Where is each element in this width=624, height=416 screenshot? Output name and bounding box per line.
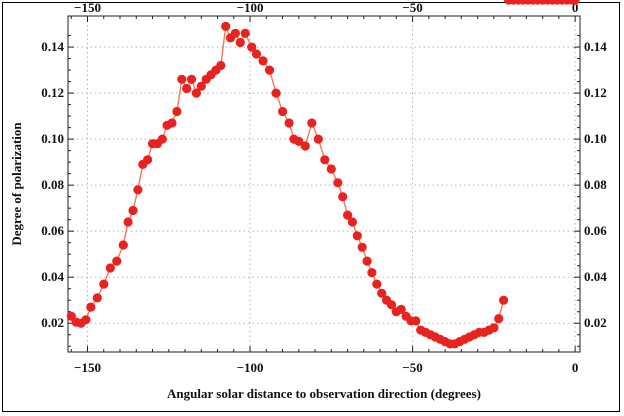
x-tick-label: −100 (237, 360, 264, 375)
data-point (271, 88, 281, 98)
point-layer (66, 0, 580, 349)
y-tick-label-right: 0.08 (584, 177, 607, 192)
data-point (300, 141, 310, 151)
data-point (251, 49, 262, 59)
data-point (81, 315, 91, 325)
y-axis-label: Degree of polarization (9, 122, 24, 246)
data-point (372, 279, 382, 289)
y-tick-label-right: 0.10 (584, 131, 607, 146)
data-point (92, 293, 102, 303)
data-point (172, 106, 182, 117)
y-tick-label-right: 0.12 (584, 85, 607, 100)
data-point (177, 74, 187, 84)
x-tick-label-top: −150 (74, 0, 101, 15)
data-point (240, 28, 250, 38)
data-point (99, 279, 109, 289)
data-point (367, 268, 377, 278)
data-point (118, 240, 128, 250)
data-point (221, 21, 231, 31)
data-point (216, 60, 226, 71)
data-point (186, 74, 197, 84)
data-point (105, 263, 115, 273)
x-tick-label: −50 (402, 360, 422, 375)
data-point (86, 302, 96, 312)
data-point (499, 295, 509, 305)
data-point (343, 210, 353, 220)
data-point (128, 205, 138, 216)
data-point (235, 37, 245, 48)
x-tick-label: −150 (74, 360, 101, 375)
data-point (320, 155, 330, 165)
y-tick-label-right: 0.02 (584, 315, 607, 330)
y-tick-label-right: 0.04 (584, 269, 607, 284)
data-point (570, 0, 580, 5)
grid-layer (68, 16, 580, 352)
data-point (191, 88, 201, 98)
data-point (123, 217, 133, 227)
data-point (377, 288, 387, 298)
x-tick-label: 0 (572, 360, 579, 375)
y-tick-label: 0.04 (41, 269, 64, 284)
y-tick-label: 0.02 (41, 315, 64, 330)
y-tick-label: 0.06 (41, 223, 64, 238)
data-point (357, 242, 367, 252)
x-tick-label-top: −100 (237, 0, 264, 15)
data-point (258, 56, 268, 66)
data-point (489, 323, 499, 333)
data-point (112, 256, 122, 266)
data-point (411, 316, 421, 326)
data-point (352, 231, 362, 241)
data-point (294, 136, 304, 146)
data-point (278, 106, 288, 117)
x-tick-label-top: 0 (572, 0, 579, 15)
y-tick-label-right: 0.06 (584, 223, 607, 238)
data-point (386, 300, 397, 310)
data-point (396, 304, 406, 314)
chart-frame (2, 2, 620, 412)
data-point (338, 192, 348, 202)
y-tick-label: 0.08 (41, 177, 64, 192)
tick-layer: −150 −150 −100 −100 −50 −50 0 0 0.02 0.02 0.04 0.04… (41, 0, 607, 375)
data-point (264, 65, 275, 75)
x-tick-label-top: −50 (402, 0, 422, 15)
data-point (326, 164, 336, 174)
data-point (307, 118, 317, 128)
data-point (143, 155, 153, 165)
data-point (313, 134, 323, 144)
data-point (133, 185, 143, 195)
data-point (196, 81, 206, 91)
data-point (230, 28, 240, 38)
data-point (362, 256, 372, 266)
data-point (284, 118, 294, 128)
y-tick-label: 0.12 (41, 85, 64, 100)
x-axis-label: Angular solar distance to observation di… (167, 386, 481, 401)
data-point (167, 118, 177, 128)
data-point (494, 314, 504, 324)
y-tick-label-right: 0.14 (584, 39, 607, 54)
data-point (333, 178, 343, 188)
data-point (157, 134, 167, 144)
data-point (347, 217, 357, 227)
plot-box (67, 15, 581, 353)
y-tick-label: 0.10 (41, 131, 64, 146)
data-point (247, 42, 257, 52)
data-point (182, 83, 192, 94)
y-tick-label: 0.14 (41, 39, 64, 54)
